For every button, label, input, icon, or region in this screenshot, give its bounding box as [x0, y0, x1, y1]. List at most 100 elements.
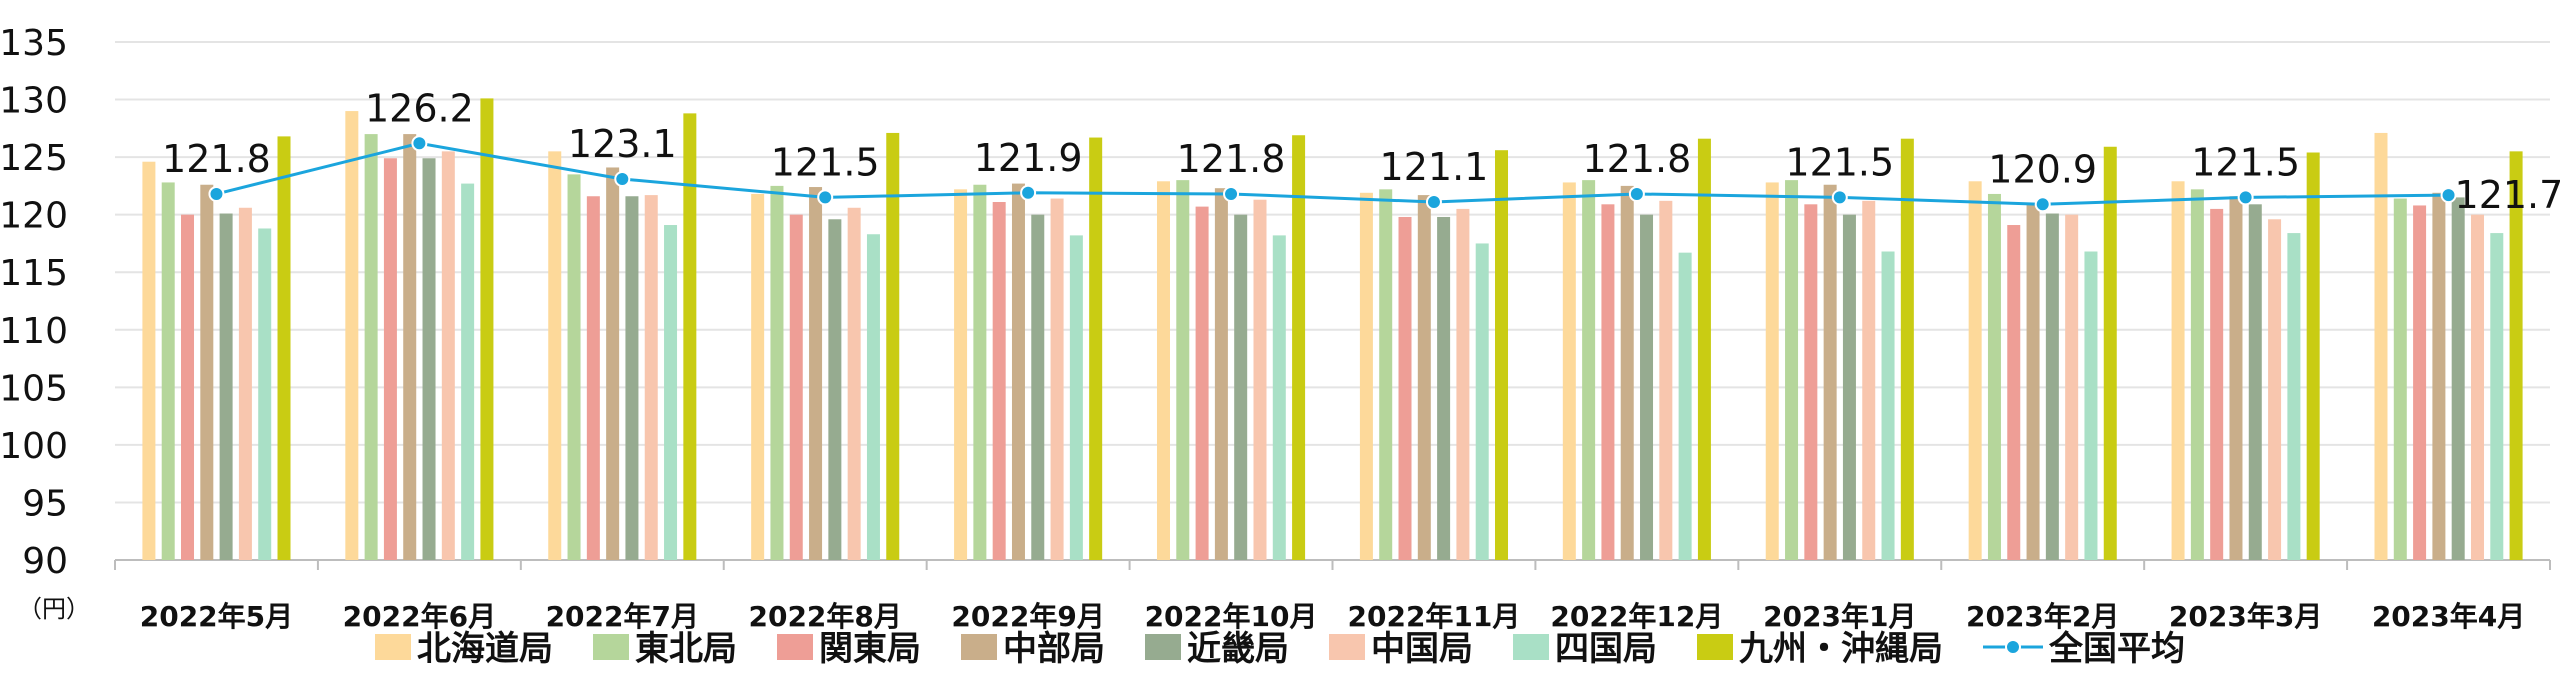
bar: [586, 196, 600, 560]
bar: [2210, 208, 2224, 560]
bar: [2190, 189, 2204, 560]
bar: [866, 234, 880, 561]
y-tick-label: 130: [0, 81, 68, 122]
x-tick-label: 2022年9月: [951, 600, 1104, 633]
legend-label: 中部局: [1003, 629, 1105, 669]
bar: [364, 134, 378, 561]
average-point: [1628, 185, 1645, 202]
average-point: [2440, 187, 2457, 204]
y-tick-label: 135: [0, 23, 68, 64]
bar: [828, 219, 842, 560]
grid-lines: [115, 41, 2550, 561]
bar: [606, 167, 620, 560]
legend-item: 全国平均: [1983, 629, 2185, 669]
bar: [1620, 185, 1634, 560]
average-data-label: 121.5: [771, 140, 880, 184]
bar-series: [142, 98, 2523, 561]
average-point: [1425, 194, 1442, 211]
bar: [1697, 138, 1711, 560]
x-axis: 2022年5月 2022年6月 2022年7月 2022年8月 2022年9月 2022年…: [114, 560, 2551, 633]
bar: [2248, 204, 2262, 560]
bar: [2103, 146, 2117, 561]
bar: [258, 228, 272, 561]
y-tick-label: 95: [22, 483, 68, 524]
bar: [2393, 198, 2407, 560]
average-point: [1223, 185, 1240, 202]
legend-swatch: [375, 634, 411, 660]
bar: [345, 111, 359, 561]
average-data-label: 120.9: [1988, 147, 2097, 191]
bar: [1495, 150, 1509, 560]
bar: [1659, 200, 1673, 560]
legend-label: 近畿局: [1187, 629, 1289, 669]
legend-item: 九州・沖縄局: [1697, 629, 1943, 669]
x-tick-label: 2022年5月: [140, 600, 293, 633]
x-tick-label: 2023年4月: [2372, 600, 2525, 633]
x-tick-label: 2022年10月: [1145, 600, 1318, 633]
average-data-label: 121.9: [974, 136, 1083, 180]
y-tick-label: 100: [0, 426, 68, 467]
bar: [2306, 152, 2320, 561]
average-data-label: 121.8: [1582, 137, 1691, 181]
bar: [1156, 181, 1170, 561]
bar: [2509, 151, 2523, 560]
bar: [2065, 214, 2079, 560]
legend-item: 中国局: [1329, 629, 1473, 669]
x-tick-label: 2022年11月: [1348, 600, 1521, 633]
y-tick-label: 115: [0, 253, 68, 294]
average-point: [1020, 184, 1037, 201]
bar: [2490, 233, 2504, 560]
legend-marker: [2005, 639, 2021, 655]
y-tick-label: 120: [0, 196, 68, 237]
average-point: [817, 189, 834, 206]
x-tick-label: 2023年2月: [1966, 600, 2119, 633]
y-tick-label: 90: [22, 541, 68, 582]
bar: [2451, 197, 2465, 560]
bar: [403, 134, 417, 561]
x-tick-label: 2022年12月: [1550, 600, 1723, 633]
y-axis: 90 95 100 105 110 115 120 125 130 135: [0, 23, 68, 582]
bar: [1601, 204, 1615, 560]
bar: [1089, 137, 1103, 560]
bar: [548, 151, 562, 560]
legend-item: 北海道局: [375, 629, 553, 669]
average-line: 121.8 126.2 123.1 121.5 121.9 121.8 121.1 121.8…: [162, 86, 2560, 217]
bar: [1804, 204, 1818, 560]
bar: [1379, 189, 1393, 560]
bar: [200, 184, 214, 560]
bar: [480, 98, 494, 560]
legend-label: 全国平均: [2048, 629, 2185, 669]
bar: [2374, 132, 2388, 560]
y-tick-label: 105: [0, 368, 68, 409]
bar: [847, 207, 861, 560]
bar: [1176, 180, 1190, 560]
bar: [238, 207, 252, 560]
bar: [1272, 235, 1286, 561]
average-data-label: 121.1: [1380, 145, 1489, 189]
bar: [2287, 233, 2301, 560]
average-data-label: 123.1: [568, 122, 677, 166]
legend-swatch: [1513, 634, 1549, 660]
bar: [383, 158, 397, 561]
y-unit-label: （円）: [18, 595, 90, 623]
bar: [2171, 181, 2185, 561]
bar: [2229, 196, 2243, 560]
bar: [1214, 188, 1228, 561]
bar: [1765, 182, 1779, 561]
x-tick-label: 2022年7月: [546, 600, 699, 633]
legend-swatch: [961, 634, 997, 660]
average-data-label: 121.7: [2455, 173, 2560, 217]
legend-swatch: [777, 634, 813, 660]
bar: [422, 158, 436, 561]
legend-item: 近畿局: [1145, 629, 1289, 669]
bar: [1862, 200, 1876, 560]
average-point: [2034, 196, 2051, 213]
average-point: [614, 170, 631, 187]
bar: [161, 182, 175, 561]
bar: [2470, 214, 2484, 560]
bar: [625, 196, 639, 560]
bar: [1398, 216, 1412, 561]
bar: [1253, 199, 1267, 561]
legend-label: 北海道局: [417, 629, 553, 669]
average-point: [1831, 189, 1848, 206]
